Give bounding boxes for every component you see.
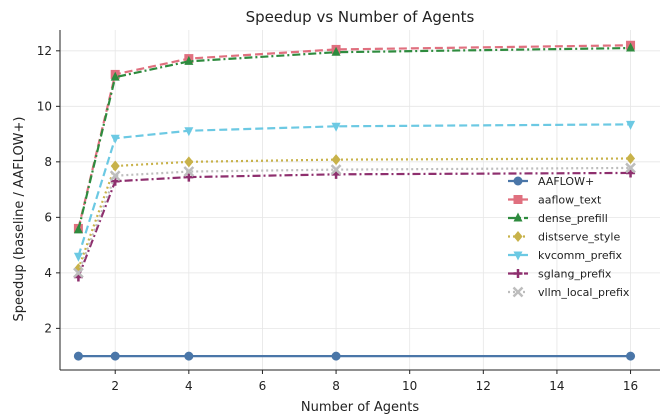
axes: [59, 30, 660, 371]
series-AAFLOW+: [73, 351, 636, 361]
x-tick-label: 4: [185, 379, 193, 393]
y-ticks: 2 4 6 8 10 12: [37, 44, 60, 335]
legend-marker: [513, 231, 523, 242]
x-tick-label: 2: [111, 379, 119, 393]
y-tick-label: 12: [37, 44, 52, 58]
legend-marker: [512, 286, 524, 298]
data-point: [626, 42, 636, 52]
data-point: [73, 351, 83, 361]
x-tick-label: 10: [402, 379, 417, 393]
legend-marker: [513, 195, 523, 204]
legend-marker: [513, 251, 523, 261]
legend-entry: kvcomm_prefix: [508, 249, 623, 262]
legend-entry: AAFLOW+: [508, 175, 594, 188]
y-tick-label: 8: [44, 155, 52, 169]
data-point: [110, 160, 120, 172]
data-point: [110, 351, 120, 361]
y-tick-label: 10: [37, 99, 52, 113]
x-tick-label: 14: [549, 379, 564, 393]
legend-entry: sglang_prefix: [508, 268, 612, 281]
series-dense_prefill: [73, 42, 636, 234]
data-point: [73, 267, 84, 279]
legend-entry: dense_prefill: [508, 212, 608, 225]
legend-label: sglang_prefix: [538, 268, 612, 281]
data-point: [110, 134, 120, 144]
chart-title: Speedup vs Number of Agents: [246, 8, 475, 26]
legend-label: distserve_style: [538, 231, 620, 244]
data-point: [626, 120, 636, 130]
y-tick-label: 4: [44, 266, 52, 280]
legend-entry: distserve_style: [508, 231, 620, 244]
y-tick-label: 6: [44, 210, 52, 224]
data-point: [73, 224, 83, 234]
legend-entry: vllm_local_prefix: [508, 286, 630, 299]
data-point: [184, 351, 194, 361]
data-point: [109, 170, 121, 182]
data-point: [184, 55, 194, 65]
legend-label: AAFLOW+: [538, 175, 594, 188]
data-point: [331, 122, 341, 132]
data-point: [184, 127, 194, 137]
data-point: [626, 153, 636, 165]
series-layer: [73, 40, 636, 361]
data-point: [331, 46, 341, 56]
legend-entry: aaflow_text: [508, 194, 602, 207]
legend: AAFLOW+ aaflow_text dense_prefill distserve…: [508, 175, 630, 299]
x-tick-label: 6: [259, 379, 267, 393]
y-axis-label: Speedup (baseline / AAFLOW+): [12, 117, 27, 322]
x-tick-label: 12: [476, 379, 491, 393]
x-tick-label: 16: [623, 379, 638, 393]
data-point: [110, 71, 120, 81]
data-point: [73, 252, 83, 262]
legend-label: dense_prefill: [538, 212, 608, 225]
data-point: [331, 154, 341, 166]
data-point: [625, 162, 636, 174]
legend-marker: [513, 269, 523, 278]
x-axis-label: Number of Agents: [301, 400, 419, 415]
data-point: [184, 172, 194, 182]
x-tick-label: 8: [332, 379, 340, 393]
data-point: [184, 156, 194, 168]
legend-label: kvcomm_prefix: [538, 249, 623, 262]
y-tick-label: 2: [44, 321, 52, 335]
legend-label: aaflow_text: [538, 194, 602, 207]
series-kvcomm_prefix: [73, 120, 636, 262]
legend-marker: [513, 176, 523, 186]
data-point: [183, 166, 195, 177]
legend-marker: [513, 212, 523, 222]
x-ticks: 2 4 6 8 10 12 14 16: [111, 370, 638, 393]
data-point: [330, 164, 342, 175]
legend-label: vllm_local_prefix: [538, 286, 630, 299]
data-point: [626, 351, 636, 361]
data-point: [626, 168, 636, 178]
series-vllm_local_prefix: [73, 162, 636, 279]
data-point: [331, 351, 341, 361]
